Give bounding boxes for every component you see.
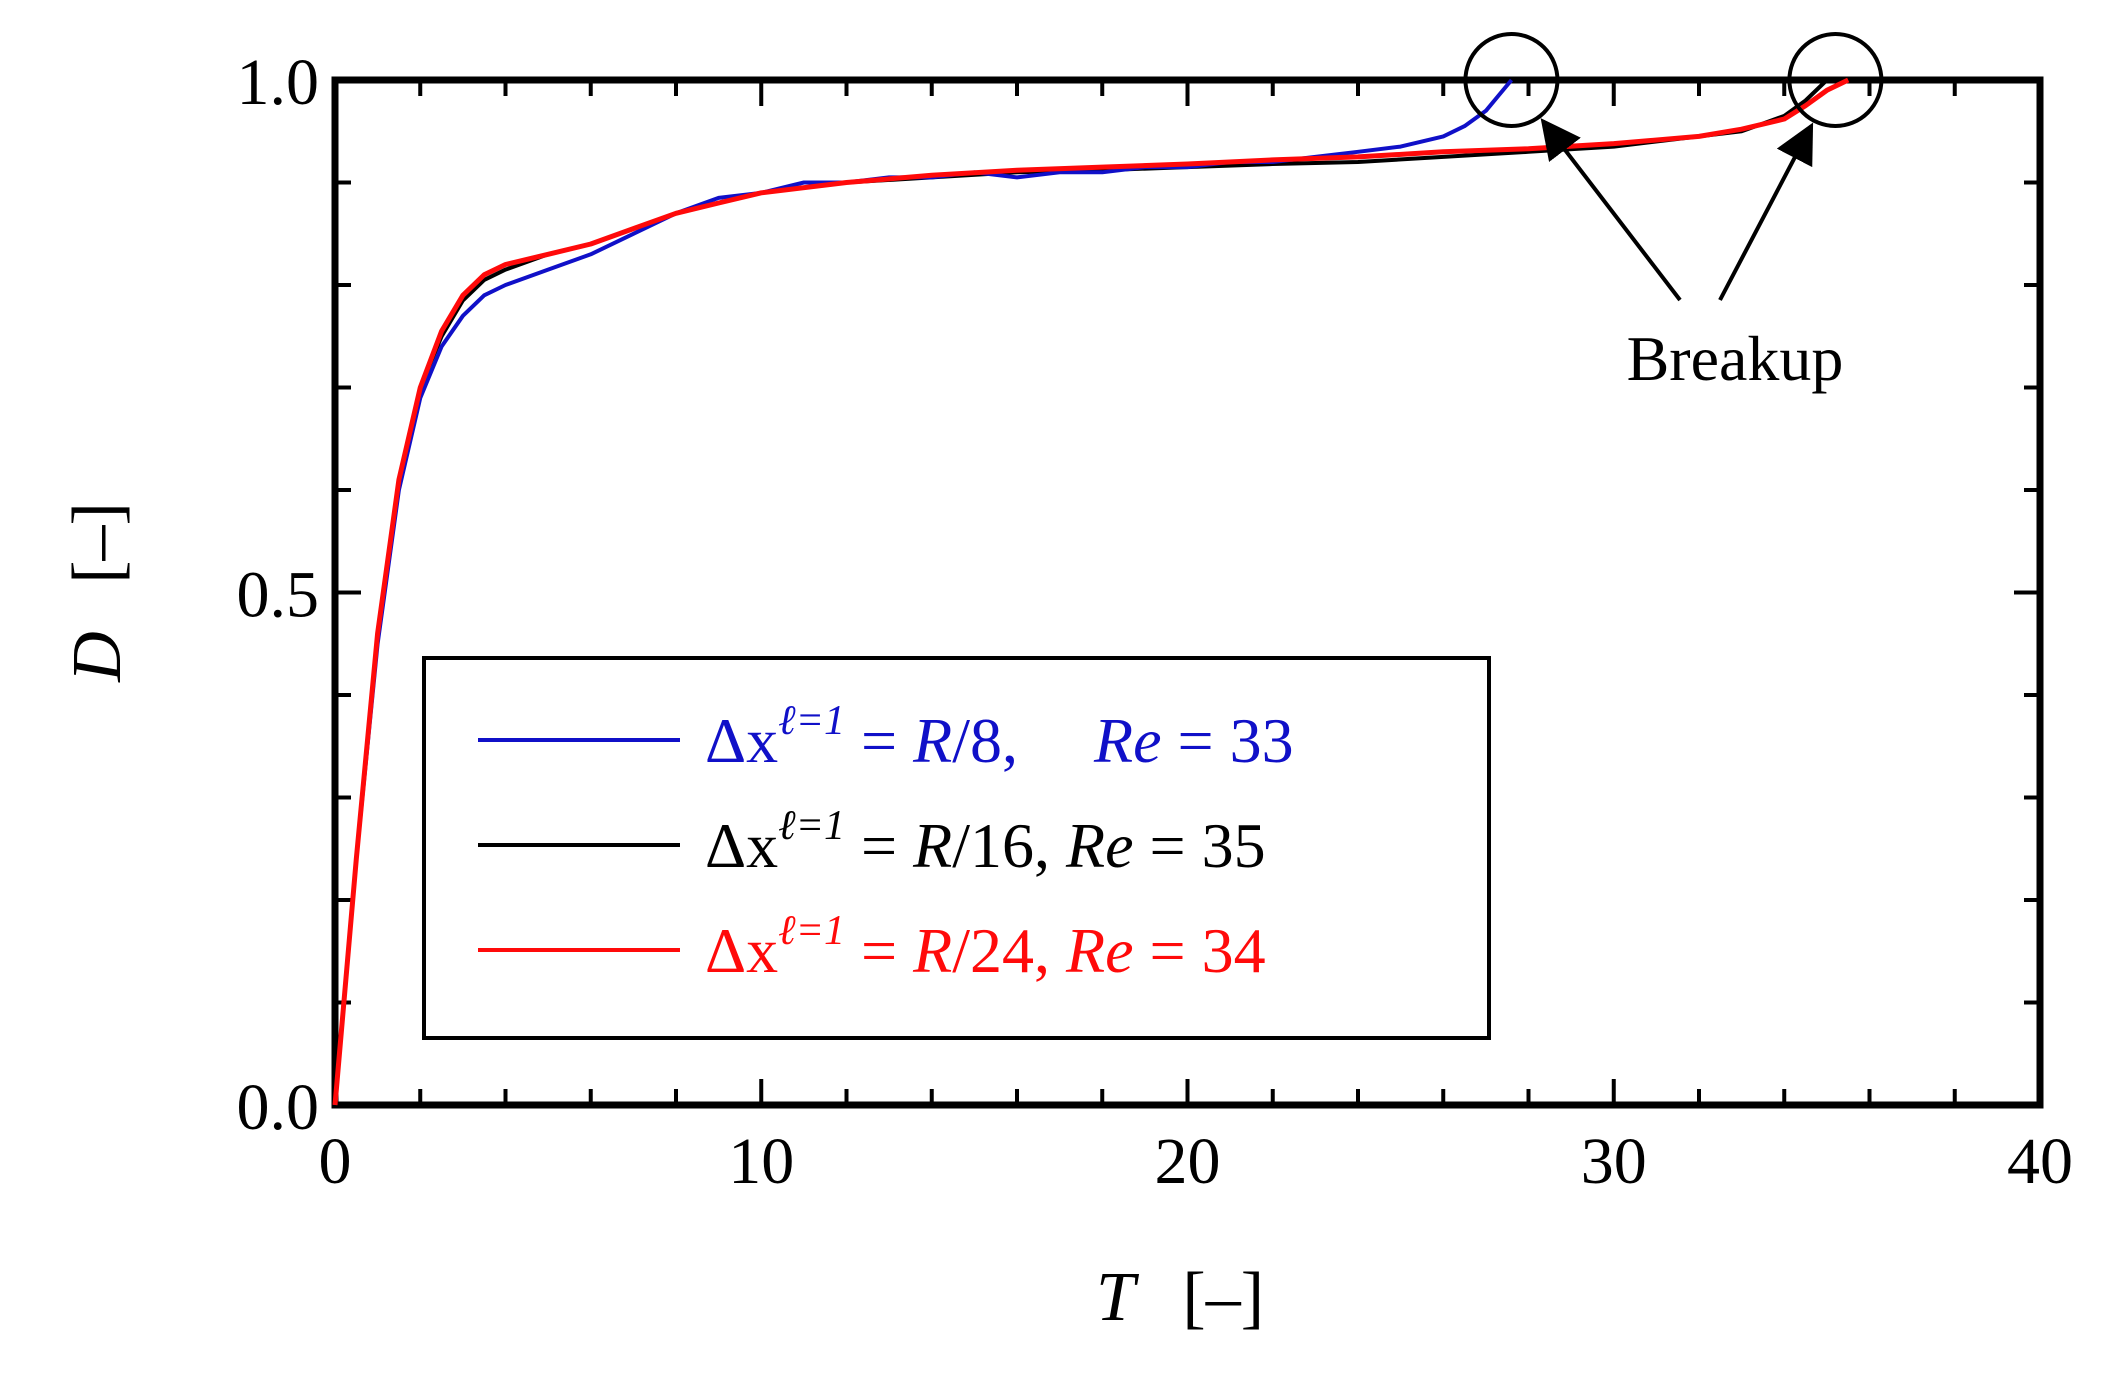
x-tick-label: 40: [2007, 1125, 2073, 1198]
legend-label-series-3: Δxℓ=1 = R/24, Re = 34: [705, 908, 1266, 986]
x-tick-label: 20: [1155, 1125, 1221, 1198]
legend-label-series-2: Δxℓ=1 = R/16, Re = 35: [705, 803, 1266, 881]
y-axis-var: D: [59, 631, 136, 683]
breakup-arrow: [1540, 118, 1682, 302]
y-axis-unit: [–]: [59, 502, 136, 584]
y-tick-label: 0.5: [237, 559, 320, 632]
axis-ticks: [333, 78, 2042, 1107]
x-tick-label: 0: [319, 1125, 352, 1198]
breakup-arrow: [1718, 122, 1814, 301]
legend-label-series-1: Δxℓ=1 = R/8, Re = 33: [705, 698, 1294, 776]
breakup-circle: [1787, 32, 1884, 128]
series-layer: [332, 77, 1850, 1106]
legend-box: [422, 656, 1491, 1040]
y-tick-label: 1.0: [237, 46, 320, 119]
x-axis-unit: [–]: [1182, 1259, 1264, 1336]
y-tick-label: 0.0: [237, 1071, 320, 1144]
x-axis-title: T [–]: [1096, 1259, 1264, 1336]
series-line-3: [332, 77, 1850, 1106]
x-axis-var: T: [1096, 1259, 1140, 1336]
y-axis-title: D [–]: [59, 502, 136, 683]
legend: Δxℓ=1 = R/8, Re = 33 Δxℓ=1 = R/16, Re = …: [422, 656, 1491, 1040]
x-tick-label: 30: [1581, 1125, 1647, 1198]
x-tick-label: 10: [728, 1125, 794, 1198]
breakup-annotation: Breakup: [1463, 32, 1884, 394]
breakup-label: Breakup: [1627, 323, 1844, 394]
tick-labels: 0 10 20 30 40 0.0 0.5 1.0: [237, 46, 2074, 1198]
breakup-circle: [1463, 32, 1560, 128]
